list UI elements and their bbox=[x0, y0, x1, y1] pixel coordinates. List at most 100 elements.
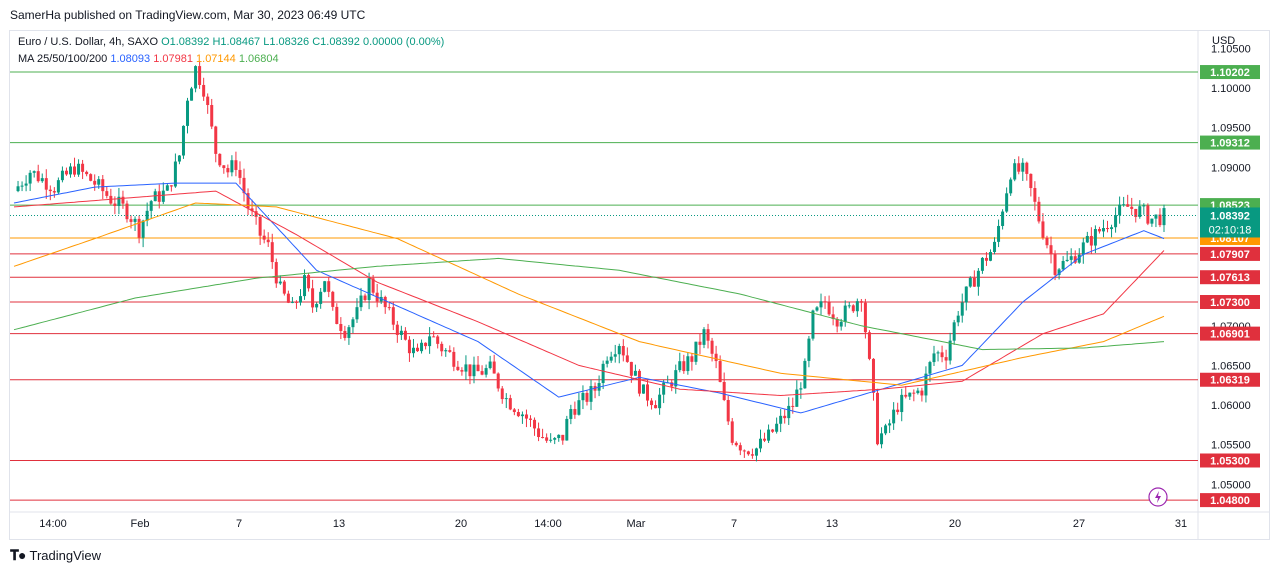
candle-body[interactable] bbox=[823, 301, 827, 303]
candle-body[interactable] bbox=[1077, 254, 1081, 263]
candle-body[interactable] bbox=[1114, 215, 1118, 228]
candle-body[interactable] bbox=[964, 286, 968, 303]
candle-body[interactable] bbox=[819, 301, 823, 308]
candle-body[interactable] bbox=[500, 388, 504, 400]
candle-body[interactable] bbox=[335, 306, 339, 325]
candle-body[interactable] bbox=[81, 163, 85, 172]
candle-body[interactable] bbox=[908, 392, 912, 397]
candle-body[interactable] bbox=[940, 352, 944, 358]
candle-body[interactable] bbox=[512, 409, 516, 413]
candle-body[interactable] bbox=[569, 409, 573, 419]
candle-body[interactable] bbox=[1001, 211, 1005, 226]
candle-body[interactable] bbox=[1097, 229, 1101, 232]
candle-body[interactable] bbox=[315, 303, 319, 308]
candle-body[interactable] bbox=[331, 291, 335, 307]
candle-body[interactable] bbox=[125, 203, 129, 220]
candle-body[interactable] bbox=[791, 405, 795, 407]
candle-body[interactable] bbox=[561, 434, 565, 441]
candle-body[interactable] bbox=[1081, 242, 1085, 255]
candle-body[interactable] bbox=[56, 180, 60, 193]
candle-body[interactable] bbox=[734, 442, 738, 446]
candle-body[interactable] bbox=[847, 305, 851, 307]
candle-body[interactable] bbox=[646, 384, 650, 401]
candle-body[interactable] bbox=[896, 409, 900, 413]
candle-body[interactable] bbox=[1005, 193, 1009, 212]
candle-body[interactable] bbox=[980, 257, 984, 271]
candle-body[interactable] bbox=[625, 355, 629, 362]
candle-body[interactable] bbox=[202, 84, 206, 97]
candle-body[interactable] bbox=[718, 361, 722, 382]
candle-body[interactable] bbox=[121, 196, 125, 204]
candle-body[interactable] bbox=[799, 388, 803, 390]
ma-label[interactable]: MA 25/50/100/200 bbox=[18, 53, 108, 65]
candle-body[interactable] bbox=[206, 96, 210, 106]
current-price-tag[interactable] bbox=[1200, 207, 1260, 238]
candle-body[interactable] bbox=[581, 392, 585, 401]
candle-body[interactable] bbox=[44, 178, 48, 190]
candle-body[interactable] bbox=[795, 389, 799, 407]
candle-body[interactable] bbox=[254, 211, 258, 217]
candle-body[interactable] bbox=[1065, 259, 1069, 261]
candle-body[interactable] bbox=[36, 171, 40, 182]
candle-body[interactable] bbox=[1069, 256, 1073, 260]
candle-body[interactable] bbox=[399, 330, 403, 335]
candle-body[interactable] bbox=[537, 428, 541, 438]
candle-body[interactable] bbox=[738, 445, 742, 451]
candle-body[interactable] bbox=[32, 171, 36, 173]
candle-body[interactable] bbox=[690, 356, 694, 362]
candle-body[interactable] bbox=[60, 170, 64, 181]
candle-body[interactable] bbox=[835, 318, 839, 327]
candle-body[interactable] bbox=[440, 343, 444, 352]
candle-body[interactable] bbox=[1158, 214, 1162, 226]
candle-body[interactable] bbox=[339, 324, 343, 331]
candle-body[interactable] bbox=[286, 293, 290, 303]
candle-body[interactable] bbox=[1126, 204, 1130, 207]
candle-body[interactable] bbox=[387, 307, 391, 309]
candle-body[interactable] bbox=[662, 382, 666, 395]
candle-body[interactable] bbox=[488, 361, 492, 369]
candle-body[interactable] bbox=[633, 370, 637, 376]
candle-body[interactable] bbox=[258, 216, 262, 236]
candle-body[interactable] bbox=[311, 288, 315, 308]
candle-body[interactable] bbox=[775, 423, 779, 432]
candle-body[interactable] bbox=[480, 371, 484, 375]
candle-body[interactable] bbox=[674, 370, 678, 387]
candle-body[interactable] bbox=[722, 381, 726, 401]
candle-body[interactable] bbox=[831, 314, 835, 319]
candle-body[interactable] bbox=[754, 448, 758, 456]
candle-body[interactable] bbox=[347, 327, 351, 338]
candle-body[interactable] bbox=[20, 185, 24, 187]
candle-body[interactable] bbox=[702, 329, 706, 345]
candle-body[interactable] bbox=[16, 186, 20, 192]
candle-body[interactable] bbox=[1138, 206, 1142, 217]
candle-body[interactable] bbox=[698, 341, 702, 345]
candle-body[interactable] bbox=[880, 433, 884, 445]
candle-body[interactable] bbox=[1029, 173, 1033, 189]
candle-body[interactable] bbox=[137, 218, 141, 238]
candle-body[interactable] bbox=[629, 361, 633, 376]
candle-body[interactable] bbox=[149, 201, 153, 211]
candle-body[interactable] bbox=[549, 439, 553, 441]
candle-body[interactable] bbox=[468, 364, 472, 377]
candle-body[interactable] bbox=[758, 438, 762, 449]
candle-body[interactable] bbox=[827, 302, 831, 315]
candle-body[interactable] bbox=[714, 353, 718, 362]
candle-body[interactable] bbox=[928, 362, 932, 374]
candle-body[interactable] bbox=[89, 174, 93, 181]
candle-body[interactable] bbox=[839, 321, 843, 327]
candle-body[interactable] bbox=[867, 332, 871, 359]
candle-body[interactable] bbox=[448, 350, 452, 352]
candle-body[interactable] bbox=[492, 361, 496, 374]
candle-body[interactable] bbox=[533, 419, 537, 429]
candle-body[interactable] bbox=[726, 400, 730, 422]
symbol-title[interactable]: Euro / U.S. Dollar, 4h, SAXO bbox=[18, 36, 159, 48]
candle-body[interactable] bbox=[282, 281, 286, 294]
candle-body[interactable] bbox=[545, 437, 549, 441]
candle-body[interactable] bbox=[863, 302, 867, 333]
candle-body[interactable] bbox=[1110, 227, 1114, 230]
candle-body[interactable] bbox=[1049, 245, 1053, 255]
candle-body[interactable] bbox=[1017, 163, 1021, 172]
candle-body[interactable] bbox=[218, 153, 222, 166]
candle-body[interactable] bbox=[1073, 256, 1077, 263]
candle-body[interactable] bbox=[157, 191, 161, 202]
